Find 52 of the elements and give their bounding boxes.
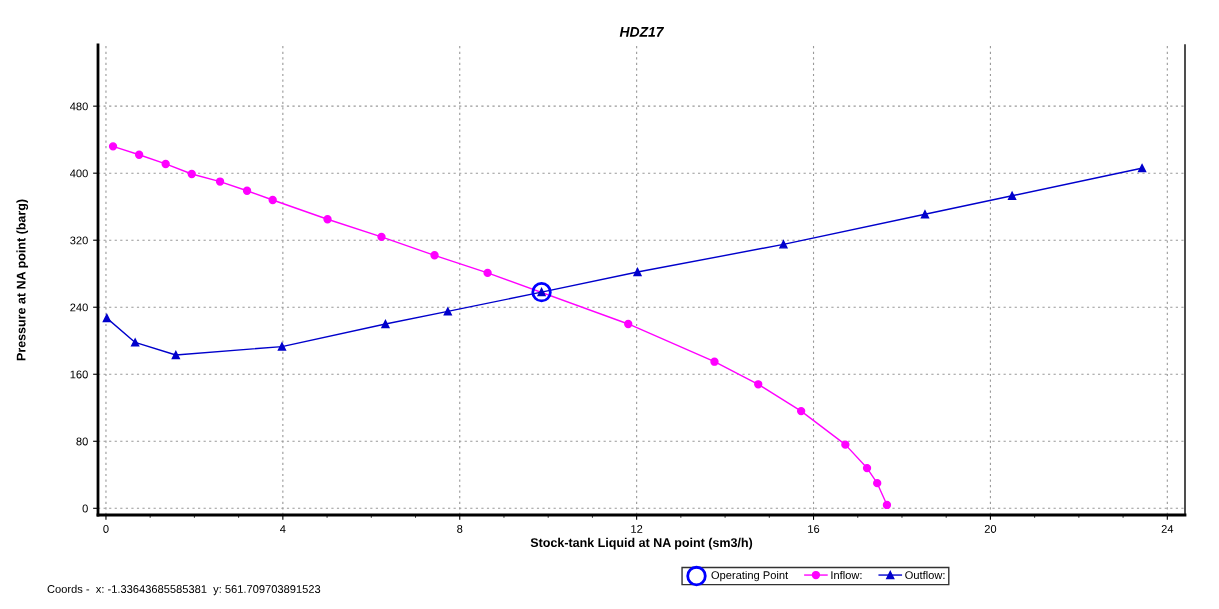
x-tick-label: 20: [984, 525, 997, 533]
point: [862, 463, 872, 473]
point: [710, 357, 719, 366]
point: [779, 240, 788, 249]
x-tick-label: 24: [1161, 525, 1174, 533]
point: [443, 307, 452, 316]
point: [130, 338, 140, 347]
point: [430, 251, 439, 260]
point: [242, 186, 252, 195]
point: [161, 159, 170, 169]
point: [483, 268, 492, 278]
point: [1137, 163, 1147, 173]
x-tick-label: 12: [631, 525, 643, 533]
x-axis-title: Stock-tank Liquid at NA point (sm3/h): [530, 537, 753, 550]
point: [323, 215, 332, 224]
point: [754, 380, 763, 389]
point: [381, 319, 390, 329]
point: [134, 150, 144, 159]
point: [108, 142, 118, 151]
point: [531, 281, 552, 303]
y-axis-title: Pressure at NA point (barg): [16, 199, 29, 361]
x-tick-label: 4: [280, 525, 286, 533]
legend-label: Outflow:: [905, 570, 945, 580]
point: [882, 500, 892, 510]
point: [171, 350, 180, 360]
legend-label: Operating Point: [711, 570, 789, 582]
y-tick-label: 400: [70, 169, 88, 178]
y-tick-label: 0: [82, 504, 88, 513]
point: [215, 177, 225, 186]
point: [841, 440, 850, 449]
point: [268, 195, 277, 205]
point: [920, 210, 930, 219]
y-tick-label: 80: [76, 437, 88, 446]
x-tick-label: 8: [457, 525, 463, 533]
point: [102, 313, 112, 323]
point: [624, 319, 633, 329]
x-tick-label: 0: [103, 525, 109, 533]
chart-title: HDZ17: [619, 27, 665, 37]
text: Coords - x: -1.33643685585381 y: 561.709703891523: [47, 584, 321, 596]
legend-label: Inflow:: [831, 570, 862, 580]
y-tick-label: 320: [70, 236, 88, 245]
point: [873, 478, 882, 488]
point: [277, 342, 287, 351]
point: [1007, 191, 1017, 200]
y-tick-label: 160: [70, 370, 88, 379]
point: [796, 406, 806, 416]
point: [633, 267, 642, 277]
point: [187, 169, 196, 179]
x-tick-label: 16: [808, 525, 820, 533]
y-tick-label: 240: [70, 303, 88, 312]
point: [377, 232, 386, 242]
y-tick-label: 480: [70, 102, 88, 111]
